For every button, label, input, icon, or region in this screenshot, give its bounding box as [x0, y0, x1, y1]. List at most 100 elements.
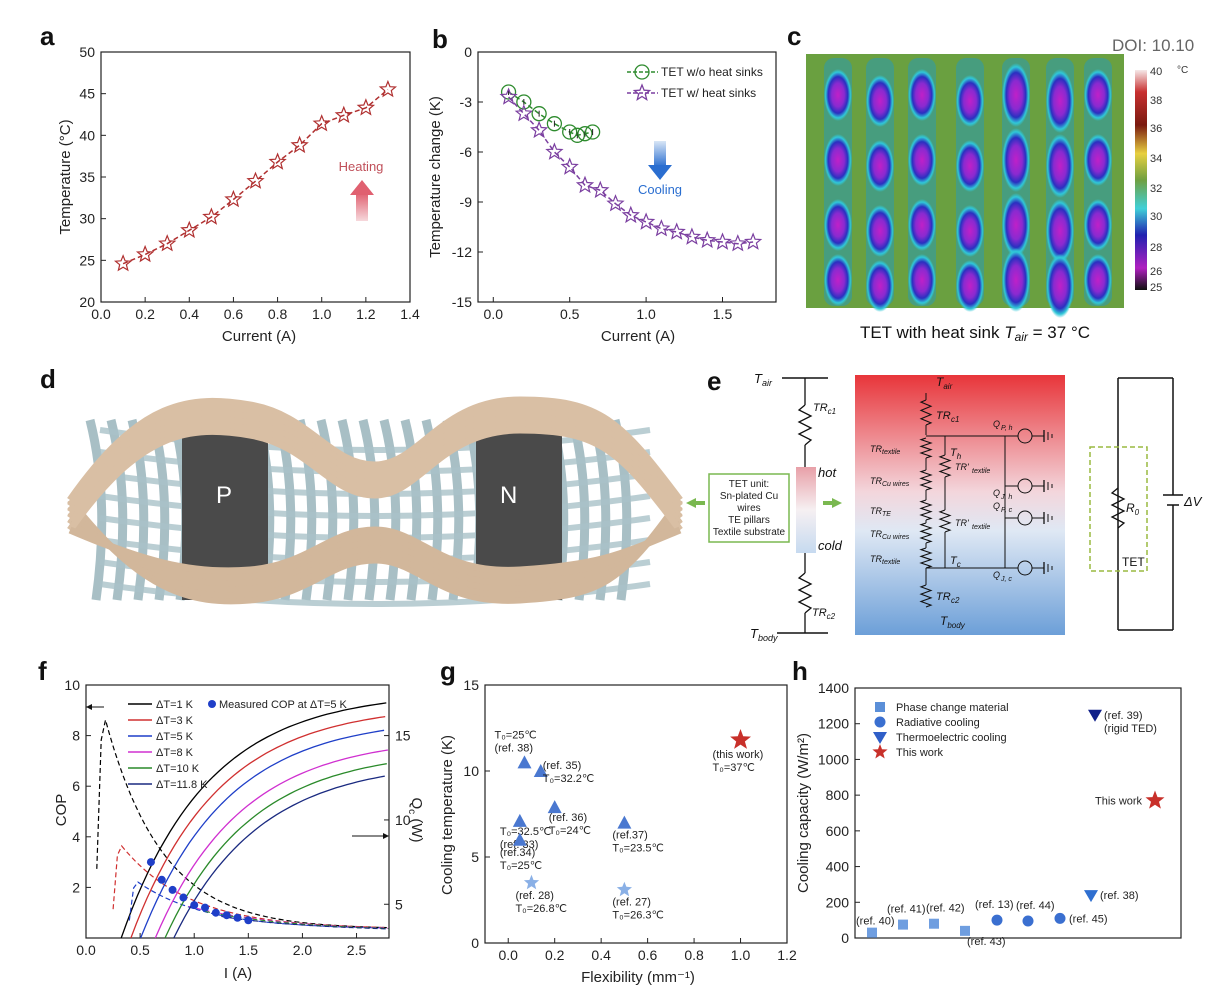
- thermal-hotspot: [1084, 69, 1112, 121]
- data-label-g: (ref.37): [612, 830, 647, 842]
- data-point-a: [135, 244, 155, 263]
- thermal-hotspot: [1046, 134, 1074, 198]
- y-tick-label: -6: [460, 144, 473, 160]
- data-point-a: [334, 105, 353, 124]
- caption-c: TET with heat sink Tair = 37 °C: [860, 323, 1090, 344]
- delta-v-label: ΔV: [1183, 494, 1203, 509]
- data-point-a: [246, 171, 265, 189]
- data-point-a: [158, 234, 177, 252]
- legend-h-label: Phase change material: [896, 702, 1009, 714]
- x-tick-label: 0.6: [224, 306, 244, 322]
- th-main: T: [950, 447, 958, 459]
- y-tick-label-h: 400: [826, 859, 850, 875]
- data-point-g-star: [616, 881, 632, 897]
- trc1-inner-label: TR: [936, 410, 951, 422]
- data-point-b-star: [743, 232, 763, 250]
- inner-t-air-label: Tair: [936, 375, 953, 391]
- resistor-left: [919, 547, 933, 569]
- source-label: Q: [993, 570, 1000, 580]
- t-body-label: Tbody: [750, 626, 778, 643]
- measured-cop-point: [146, 858, 155, 867]
- resistor-left-label: TR: [870, 529, 882, 539]
- data-point-b-open-circle: [500, 84, 517, 100]
- y-tick-label-h: 600: [826, 823, 850, 839]
- legend-f-label: ΔT=10 K: [156, 763, 200, 775]
- trc2-inner-label: TR: [936, 591, 951, 603]
- thermal-hotspot: [824, 199, 852, 251]
- thermal-image-c: 40 38 36 34 32 30 28 26 25 °C TET with heat sink…: [806, 54, 1188, 344]
- measured-cop-point: [233, 913, 242, 922]
- data-point-b-star: [636, 212, 656, 230]
- x-tick-label: 1.0: [312, 306, 332, 322]
- data-label-g: T₀=25℃: [494, 729, 536, 741]
- data-label-g: T₀=32.5℃: [500, 826, 551, 838]
- panel-label-a: a: [40, 21, 55, 51]
- data-point-h-circle: [991, 914, 1003, 926]
- y-tick-label-h: 1000: [818, 751, 849, 767]
- data-label-h: (ref. 43): [967, 936, 1006, 948]
- tet-unit-box-line: TE pillars: [728, 515, 770, 526]
- thermal-hotspot: [1046, 69, 1074, 133]
- panel-label-b: b: [432, 24, 448, 54]
- series-line-a: [122, 88, 389, 265]
- fiber-strand: [379, 418, 401, 601]
- y-tick-label: 20: [79, 294, 95, 310]
- fiber-strand: [337, 418, 359, 601]
- colorbar-tick: 32: [1150, 183, 1162, 195]
- legend-h-label: This work: [896, 747, 944, 759]
- data-point-b-star: [529, 120, 549, 139]
- legend-f-label: ΔT=11.8 K: [156, 779, 208, 791]
- data-label-h: (ref. 44): [1016, 900, 1055, 912]
- data-point-g-triangle: [517, 755, 532, 769]
- thermal-hotspot: [908, 69, 936, 121]
- data-label-g: (ref. 36): [549, 812, 588, 824]
- resistor-trc1: [797, 404, 813, 446]
- copper-wire-top: [67, 402, 683, 509]
- y-tick-label: 8: [72, 728, 80, 744]
- copper-wire-top: [67, 426, 683, 533]
- tet-box-label: TET: [1122, 555, 1145, 569]
- data-point-a: [268, 152, 287, 170]
- y-tick-label: 10: [64, 677, 80, 693]
- data-label-h: (rigid TED): [1104, 723, 1157, 735]
- x-tick-label: 1.0: [731, 947, 751, 963]
- copper-wire-bottom: [67, 503, 683, 599]
- panel-label-f: f: [38, 656, 47, 686]
- thermal-hotspot: [956, 140, 984, 192]
- copper-wire-top: [67, 414, 683, 521]
- colorbar-tick: 40: [1150, 66, 1162, 78]
- resistor-left-label: TR: [870, 554, 882, 564]
- trc1-main: TR: [813, 402, 828, 414]
- caption-c-main: TET with heat sink: [860, 323, 1004, 342]
- data-point-b-star: [591, 180, 610, 199]
- arrow-right-green: [823, 498, 842, 508]
- y-tick-label-h: 1200: [818, 716, 849, 732]
- thermal-hotspot: [956, 260, 984, 312]
- resistor-left-label: TR: [870, 444, 882, 454]
- heating-arrow-shaft: [356, 193, 368, 221]
- legend-f-label: ΔT=5 K: [156, 731, 194, 743]
- source-sub: J, c: [1000, 576, 1012, 583]
- data-point-h-triangle: [1084, 890, 1098, 903]
- caption-c-rest: = 37 °C: [1028, 323, 1090, 342]
- legend-b-marker-2: [632, 83, 652, 101]
- source-label: Q: [993, 488, 1000, 498]
- data-label-g: T₀=37℃: [713, 762, 755, 774]
- thermal-hotspot: [1084, 199, 1112, 251]
- cop-curve: [204, 910, 390, 930]
- x-axis-label-a: Current (A): [222, 328, 296, 345]
- fiber-strand: [400, 418, 422, 601]
- y-tick-label: -12: [452, 244, 472, 260]
- copper-wire-bottom: [67, 509, 683, 593]
- data-point-b-open-circle: [546, 116, 563, 132]
- doi-watermark: DOI: 10.10: [1112, 36, 1194, 55]
- colorbar-tick: 26: [1150, 266, 1162, 278]
- copper-wire-bottom: [67, 515, 683, 587]
- hot-label: hot: [818, 465, 837, 480]
- qc-curve: [173, 775, 385, 939]
- t-air-label: Tair: [754, 371, 773, 388]
- inner-t-body-main: T: [940, 614, 949, 628]
- n-label: N: [500, 482, 517, 509]
- x-tick-label: 1.4: [400, 306, 420, 322]
- data-label-h: This work: [1095, 796, 1143, 808]
